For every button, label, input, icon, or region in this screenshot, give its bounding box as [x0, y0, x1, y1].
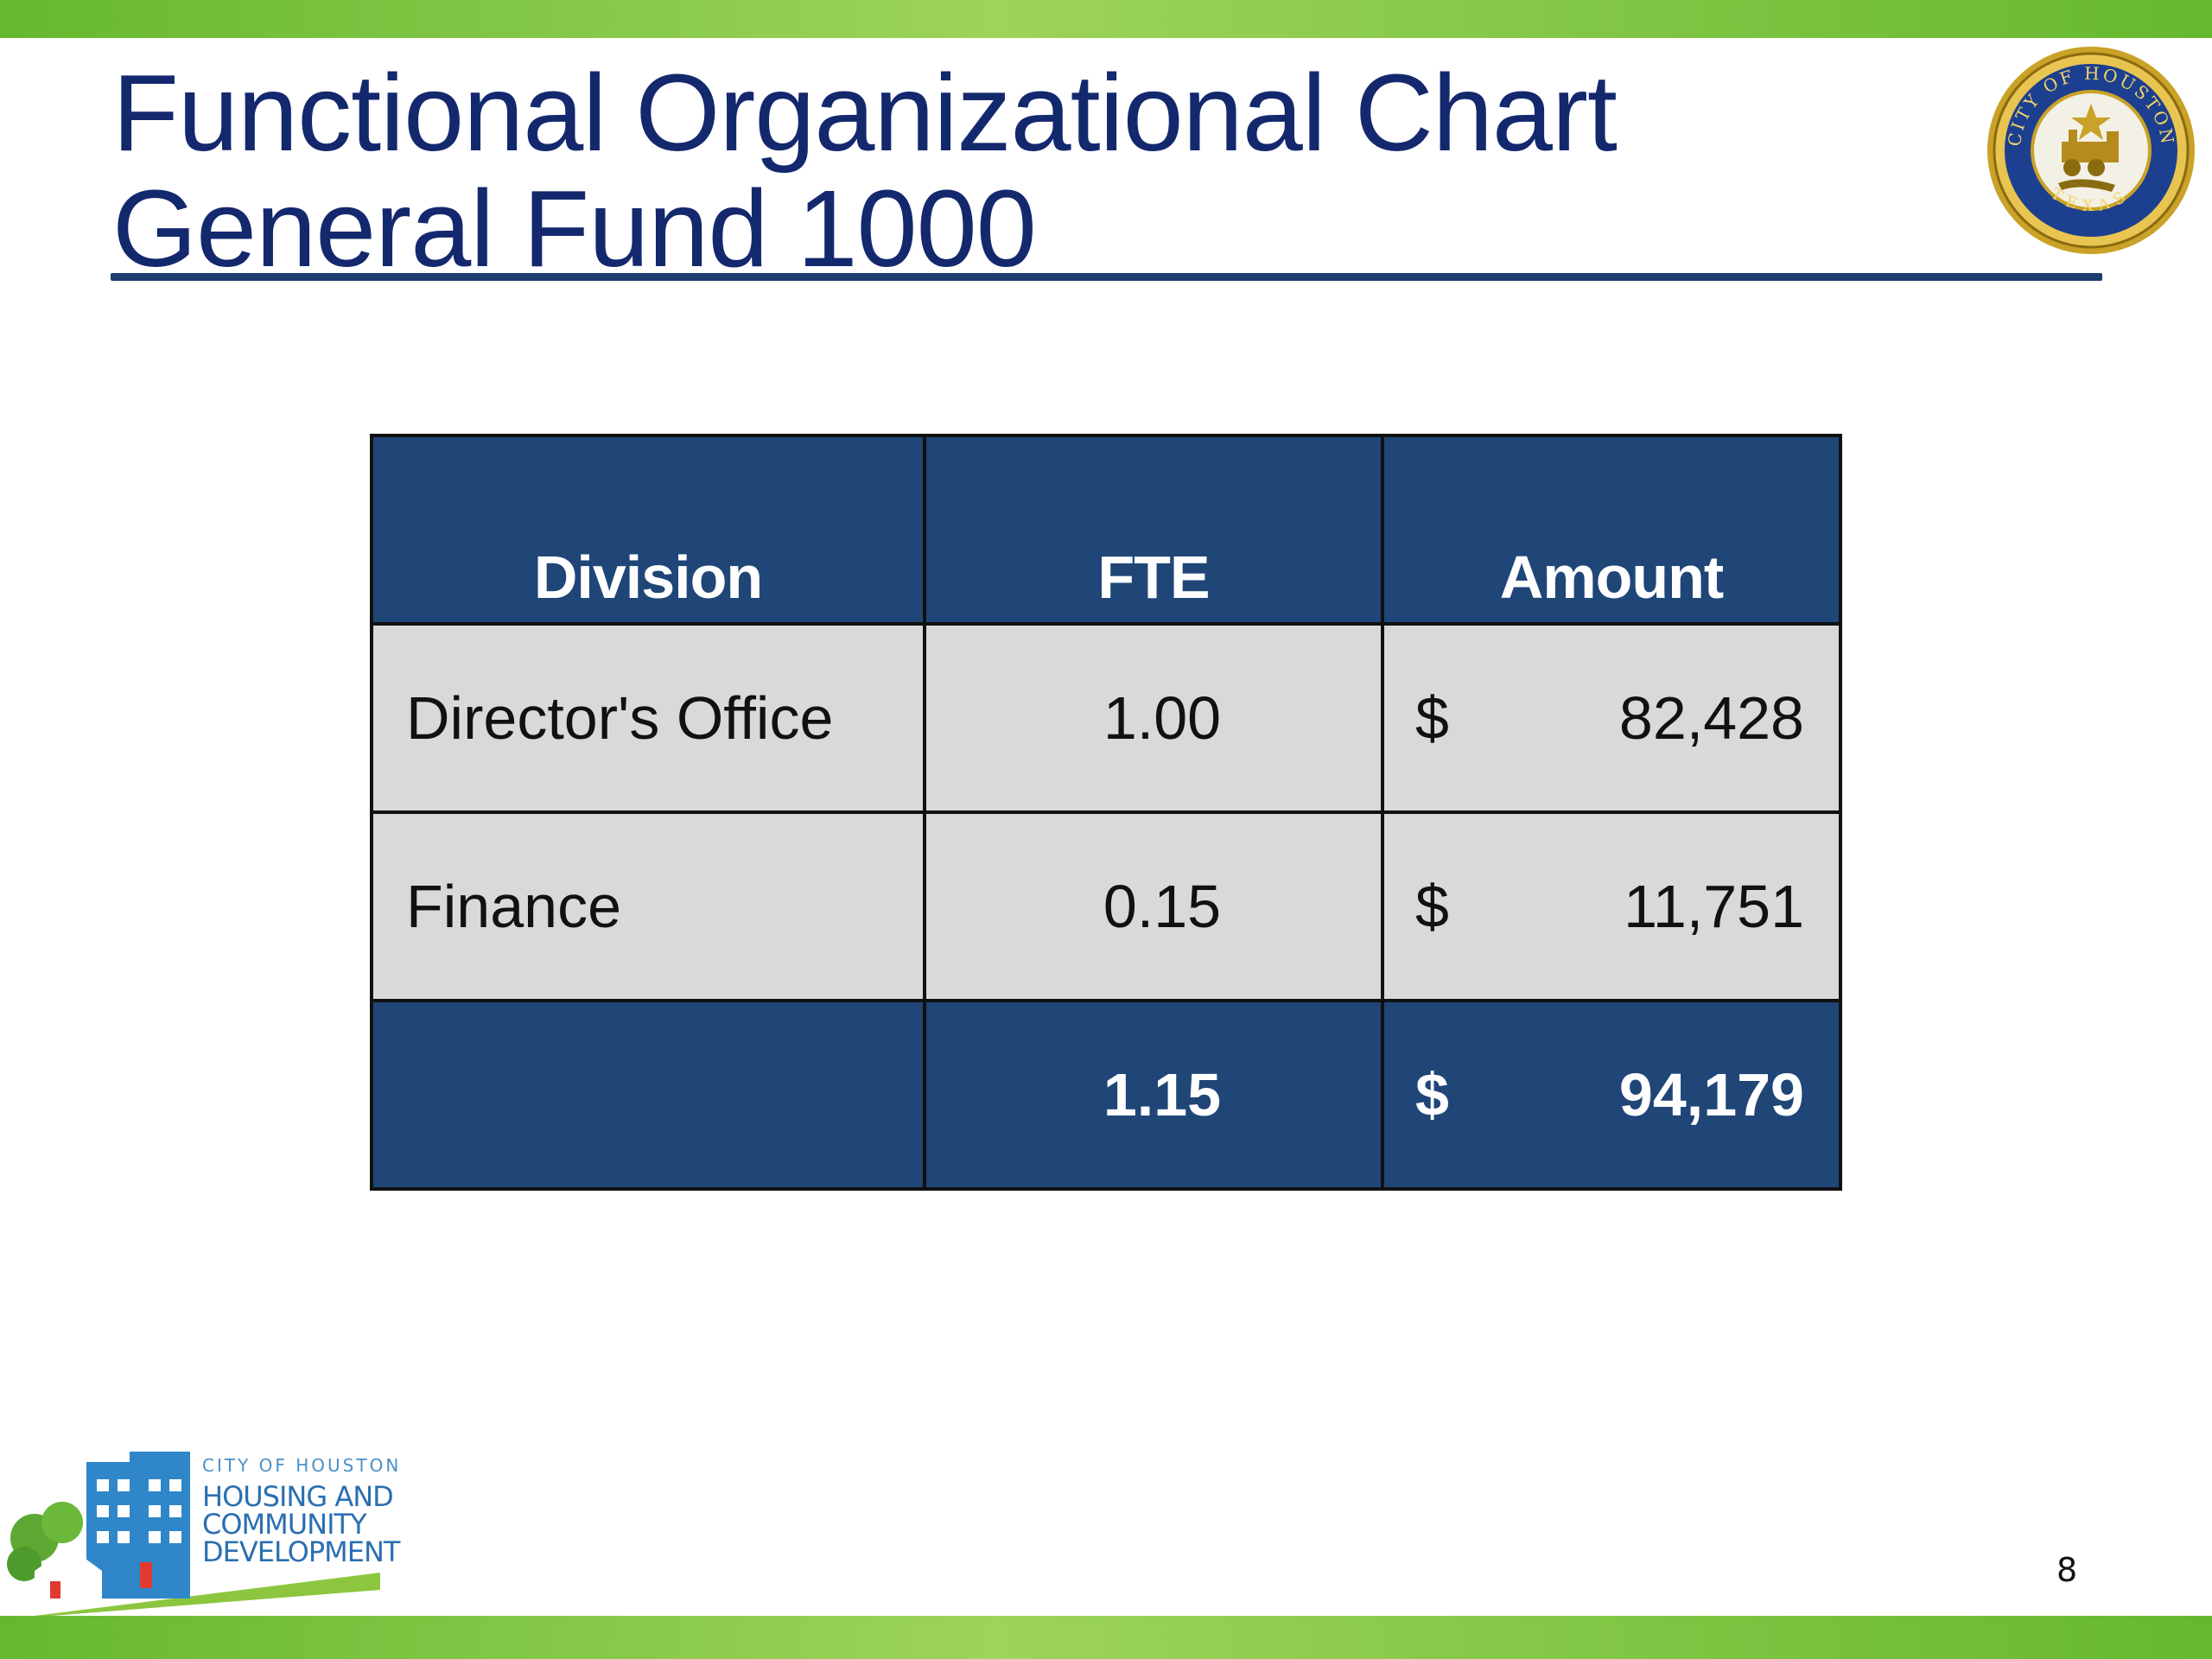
title-line-1: Functional Organizational Chart — [112, 52, 1618, 174]
currency-symbol: $ — [1415, 873, 1449, 940]
total-row: 1.15 $ 94,179 — [370, 999, 1842, 1191]
total-fte-cell: 1.15 — [923, 999, 1384, 1191]
amount-cell: $ 82,428 — [1381, 622, 1842, 814]
table-row: Finance 0.15 $ 11,751 — [370, 810, 1842, 1002]
title-line-2: General Fund 1000 — [112, 168, 1037, 289]
total-currency-symbol: $ — [1415, 1061, 1449, 1128]
logo-line-community: COMMUNITY — [202, 1508, 367, 1541]
fte-cell: 1.00 — [923, 622, 1384, 814]
top-accent-bar — [0, 0, 2212, 38]
table-row: Director's Office 1.00 $ 82,428 — [370, 622, 1842, 814]
title-underline — [111, 273, 2102, 281]
header-amount: Amount — [1381, 434, 1842, 626]
city-seal-icon: CITY OF HOUSTON TEXAS — [1987, 47, 2195, 254]
logo-line-city: CITY OF HOUSTON — [202, 1455, 402, 1476]
hcd-logo-icon — [7, 1452, 380, 1616]
slide-title: Functional Organizational Chart General … — [112, 52, 1618, 289]
amount-value: 82,428 — [1618, 684, 1804, 752]
hcd-logo-text: CITY OF HOUSTON HOUSING AND COMMUNITY DE… — [202, 1457, 401, 1566]
header-division: Division — [370, 434, 926, 626]
fte-cell: 0.15 — [923, 810, 1384, 1002]
header-fte: FTE — [923, 434, 1384, 626]
currency-symbol: $ — [1415, 684, 1449, 752]
logo-line-housing: HOUSING AND — [202, 1480, 394, 1513]
general-fund-table: Division FTE Amount Director's Office 1.… — [370, 434, 1842, 1191]
amount-value: 11,751 — [1624, 873, 1804, 940]
division-cell: Finance — [370, 810, 926, 1002]
total-amount-value: 94,179 — [1618, 1061, 1804, 1128]
bottom-accent-bar — [0, 1616, 2212, 1659]
amount-cell: $ 11,751 — [1381, 810, 1842, 1002]
division-cell: Director's Office — [370, 622, 926, 814]
logo-line-development: DEVELOPMENT — [202, 1535, 400, 1568]
page-number: 8 — [2056, 1551, 2078, 1589]
table-header-row: Division FTE Amount — [370, 434, 1842, 626]
total-division-cell — [370, 999, 926, 1191]
total-amount-cell: $ 94,179 — [1381, 999, 1842, 1191]
